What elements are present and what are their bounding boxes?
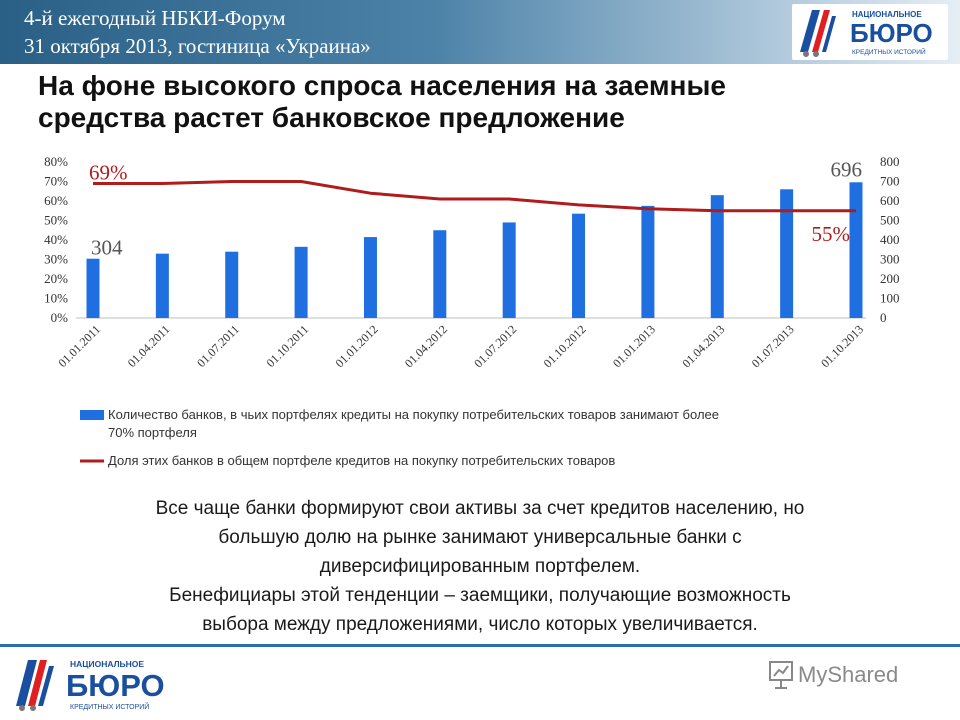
footer-logo-main-word: БЮРО (66, 668, 165, 703)
footer-logo-stripes-icon (16, 660, 54, 711)
last-line-value-label: 55% (812, 222, 851, 246)
x-axis-tick-label: 01.01.2012 (332, 322, 380, 370)
right-axis-tick-label: 400 (880, 232, 900, 247)
right-axis-tick-label: 300 (880, 252, 900, 267)
title-line-1: На фоне высокого спроса населения на зае… (38, 70, 726, 101)
x-axis-tick-label: 01.04.2013 (679, 322, 727, 370)
left-axis-tick-label: 30% (44, 252, 68, 267)
bar (225, 251, 239, 318)
logo-top-word: НАЦИОНАЛЬНОЕ (852, 10, 922, 19)
title-line-2: средства растет банковское предложение (38, 102, 625, 133)
left-axis-tick-label: 10% (44, 291, 68, 306)
left-axis-tick-label: 70% (44, 174, 68, 189)
body-line-3: диверсифицированным портфелем. (319, 556, 641, 577)
footer-logo-top-word: НАЦИОНАЛЬНОЕ (70, 659, 144, 669)
left-axis-tick-label: 60% (44, 193, 68, 208)
presentation-icon (769, 661, 793, 689)
last-bar-value-label: 696 (831, 157, 863, 181)
right-axis-tick-label: 800 (880, 154, 900, 169)
x-axis-tick-label: 01.04.2012 (402, 322, 450, 370)
body-line-4: Бенефициары этой тенденции – заемщики, п… (169, 585, 791, 606)
bar (849, 182, 863, 318)
bar (502, 222, 516, 318)
bar (86, 258, 100, 318)
right-axis-tick-label: 500 (880, 213, 900, 228)
left-axis-tick-label: 20% (44, 271, 68, 286)
logo-stripes-icon (800, 10, 836, 57)
body-line-5: выбора между предложениями, число которы… (202, 614, 758, 635)
x-axis-tick-label: 01.01.2011 (55, 322, 103, 370)
logo-bottom-word: КРЕДИТНЫХ ИСТОРИЙ (852, 47, 926, 56)
bar (294, 246, 308, 318)
right-axis-tick-label: 0 (880, 310, 887, 325)
bar (363, 237, 377, 318)
first-line-value-label: 69% (89, 160, 128, 184)
legend-bar-label-line-2: 70% портфеля (108, 425, 197, 440)
x-axis-tick-label: 01.01.2013 (610, 322, 658, 370)
footer-logo-bottom-word: КРЕДИТНЫХ ИСТОРИЙ (70, 702, 149, 711)
bar (641, 205, 655, 318)
x-axis-tick-label: 01.07.2013 (749, 322, 797, 370)
right-axis-tick-label: 100 (880, 291, 900, 306)
body-text: Все чаще банки формируют свои активы за … (40, 494, 920, 639)
footer-divider (0, 644, 960, 647)
watermark-text: MyShared (798, 662, 898, 687)
slide-title: На фоне высокого спроса населения на зае… (38, 70, 918, 134)
left-axis-tick-label: 50% (44, 213, 68, 228)
body-line-1: Все чаще банки формируют свои активы за … (155, 498, 805, 519)
body-line-2: большую долю на рынке занимают универсал… (218, 527, 742, 548)
legend-line-swatch (80, 459, 104, 463)
left-axis-tick-label: 40% (44, 232, 68, 247)
event-date-venue: 31 октября 2013, гостиница «Украина» (24, 34, 371, 58)
left-axis-tick-label: 0% (51, 310, 69, 325)
legend-line-label: Доля этих банков в общем портфеле кредит… (108, 453, 616, 468)
legend-item-bars: Количество банков, в чьих портфелях кред… (80, 406, 900, 446)
first-bar-value-label: 304 (91, 236, 123, 260)
bar (433, 230, 447, 318)
nbki-logo: НАЦИОНАЛЬНОЕ БЮРО КРЕДИТНЫХ ИСТОРИЙ (792, 4, 948, 60)
right-axis-tick-label: 600 (880, 193, 900, 208)
logo-main-word: БЮРО (850, 18, 933, 48)
x-axis-tick-label: 01.07.2012 (471, 322, 519, 370)
bar (780, 189, 794, 318)
x-axis-tick-label: 01.10.2012 (541, 322, 589, 370)
bar (710, 195, 724, 318)
x-axis-tick-label: 01.10.2013 (818, 322, 866, 370)
myshared-watermark: MyShared (769, 661, 898, 689)
combo-chart: 0% 10% 20% 30% 40% 50% 60% 70% 80% 0 100 200 300 400 5… (44, 154, 900, 370)
share-line (93, 180, 856, 213)
x-axis-tick-label: 01.10.2011 (263, 322, 311, 370)
bar (572, 213, 586, 318)
event-title: 4-й ежегодный НБКИ-Форум (24, 6, 286, 30)
right-axis-tick-label: 700 (880, 174, 900, 189)
nbki-logo-footer: НАЦИОНАЛЬНОЕ БЮРО КРЕДИТНЫХ ИСТОРИЙ (16, 659, 165, 711)
left-axis-tick-label: 80% (44, 154, 68, 169)
legend-bar-label-line-1: Количество банков, в чьих портфелях кред… (108, 407, 719, 422)
x-axis-tick-label: 01.04.2011 (125, 322, 173, 370)
x-axis-tick-label: 01.07.2011 (194, 322, 242, 370)
legend-item-line: Доля этих банков в общем портфеле кредит… (80, 452, 900, 472)
legend-bar-swatch (80, 410, 104, 420)
right-axis-tick-label: 200 (880, 271, 900, 286)
bar (155, 253, 169, 318)
